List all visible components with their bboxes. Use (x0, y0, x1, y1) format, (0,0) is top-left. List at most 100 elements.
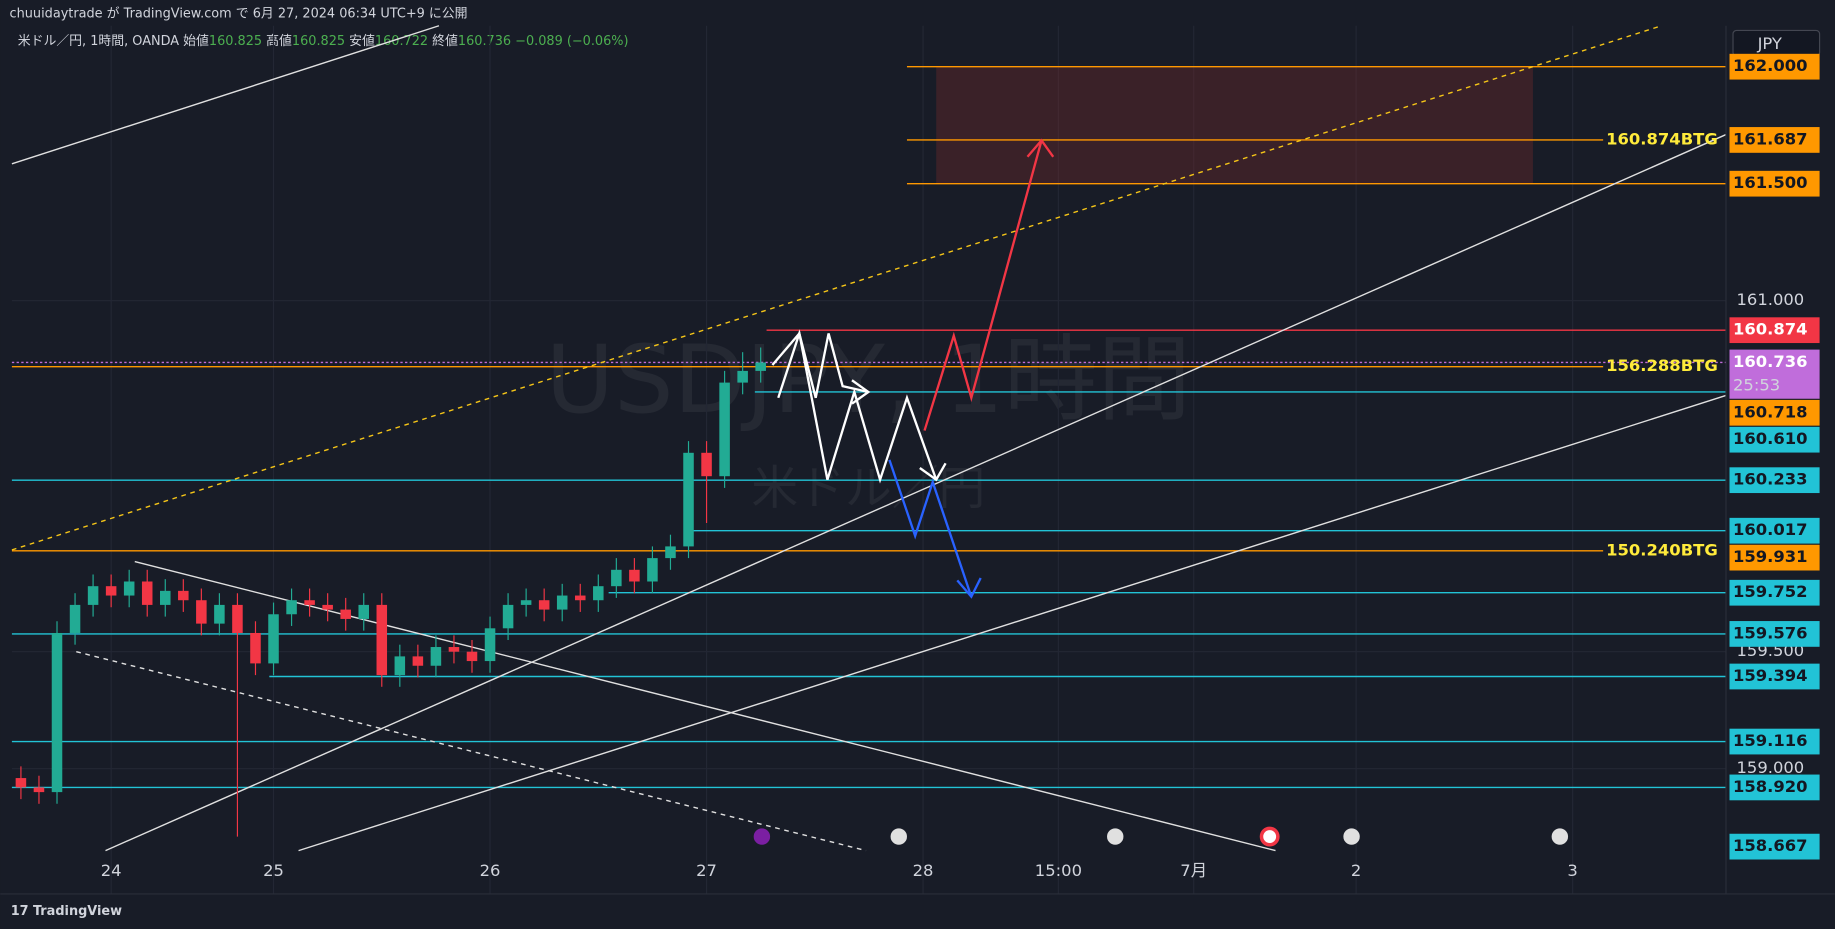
price-label: 158.920 (1733, 777, 1808, 796)
x-tick-label: 27 (696, 861, 717, 880)
trend-line (11, 25, 440, 165)
candle-body (232, 604, 243, 633)
symbol: 米ドル／円, 1時間, OANDA (18, 33, 180, 48)
event-icon (890, 828, 907, 845)
candle-body (15, 778, 27, 788)
x-tick-label: 25 (263, 861, 284, 880)
open-label: 始値 (183, 32, 209, 48)
event-icons (753, 826, 1569, 847)
candle-body (214, 604, 225, 624)
watermark-name: 米ドル／円 (751, 462, 985, 516)
price-label-box (1729, 544, 1820, 571)
candle-body (737, 370, 748, 383)
event-icon (1259, 826, 1280, 847)
brand: TradingView (33, 904, 122, 919)
price-label-box (1729, 127, 1820, 153)
candle-body (412, 656, 424, 666)
price-label-box (1729, 728, 1820, 755)
candle-body (466, 651, 478, 662)
price-label: 159.394 (1733, 666, 1808, 685)
price-label-box (1729, 663, 1820, 690)
candle-body (755, 362, 766, 371)
candle-body (538, 600, 550, 610)
price-label: 160.017 (1733, 520, 1808, 539)
candle-body (520, 600, 532, 605)
trend-line (134, 560, 1276, 852)
price-label-box (1729, 517, 1820, 544)
candles (15, 347, 766, 837)
price-label-box (1729, 170, 1820, 197)
bear-path (888, 459, 973, 598)
price-label: 158.667 (1733, 836, 1808, 855)
low: 160.722 (375, 33, 428, 48)
close: 160.736 (458, 33, 511, 48)
arrow-head (1026, 138, 1055, 158)
x-tick-label: 7月 (1180, 861, 1207, 880)
x-tick-label: 26 (480, 861, 501, 880)
header-title: chuuidaytrade が TradingView.com で 6月 27,… (10, 7, 468, 22)
candle-body (141, 581, 153, 605)
price-label: 161.687 (1733, 129, 1808, 148)
price-label: 160.718 (1733, 402, 1808, 421)
price-label-box (1729, 774, 1820, 801)
trend-line (298, 394, 1727, 852)
candle-body (430, 647, 442, 666)
candle-body (574, 595, 586, 601)
candle-body (196, 600, 207, 624)
y-tick-label: 159.000 (1737, 758, 1805, 777)
watermark-symbol: USDJPY, 1時間 (546, 326, 1191, 435)
x-tick-label: 24 (101, 861, 122, 880)
price-label-box (1729, 467, 1820, 494)
candle-body (665, 546, 676, 559)
event-icon (1107, 828, 1124, 845)
bull-path (923, 140, 1043, 431)
candle-body (556, 595, 568, 610)
close-label: 終値 (432, 32, 458, 48)
candle-body (304, 600, 315, 605)
candle-body (502, 604, 514, 629)
price-label: 160.874 (1733, 320, 1808, 339)
x-tick-label: 3 (1567, 861, 1577, 880)
candle-body (123, 581, 135, 596)
level-note: 156.288BTG (1606, 356, 1718, 375)
trend-line (105, 133, 1727, 852)
ohlc-legend: 米ドル／円, 1時間, OANDA 始値160.825 高値160.825 安値… (18, 32, 629, 48)
price-label-box (1729, 349, 1820, 399)
price-label: 159.752 (1733, 582, 1808, 601)
price-label: 160.610 (1733, 429, 1808, 448)
candle-body (69, 604, 81, 633)
candle-body (340, 609, 351, 619)
candle-body (647, 558, 658, 582)
candle-body (250, 632, 261, 664)
price-label-box (1729, 317, 1820, 344)
candle-body (51, 632, 63, 793)
candle-body (358, 604, 370, 619)
price-label: 159.931 (1733, 547, 1808, 566)
candle-body (33, 787, 45, 793)
high: 160.825 (292, 33, 345, 48)
scenario-path (777, 329, 869, 399)
x-tick-label: 2 (1351, 861, 1361, 880)
candle-body (286, 600, 297, 615)
currency: JPY (1757, 34, 1783, 53)
price-label-box (1729, 53, 1820, 80)
price-label: 162.000 (1733, 56, 1808, 75)
event-icon (1343, 828, 1360, 845)
trend-line (11, 25, 1662, 551)
candle-body (376, 604, 388, 676)
candle-body (701, 452, 712, 477)
x-tick-label: 28 (913, 861, 934, 880)
arrow-head (956, 577, 982, 599)
change: −0.089 (−0.06%) (515, 33, 628, 48)
y-tick-label: 161.000 (1737, 290, 1805, 309)
price-label-box (1729, 579, 1820, 606)
price-label: 160.233 (1733, 470, 1808, 489)
candle-body (448, 647, 460, 652)
high-label: 高値 (266, 32, 292, 48)
price-label: 160.736 (1733, 352, 1808, 371)
price-label-box (1729, 399, 1820, 426)
level-note: 150.240BTG (1606, 540, 1718, 559)
price-label-box (1729, 833, 1820, 860)
